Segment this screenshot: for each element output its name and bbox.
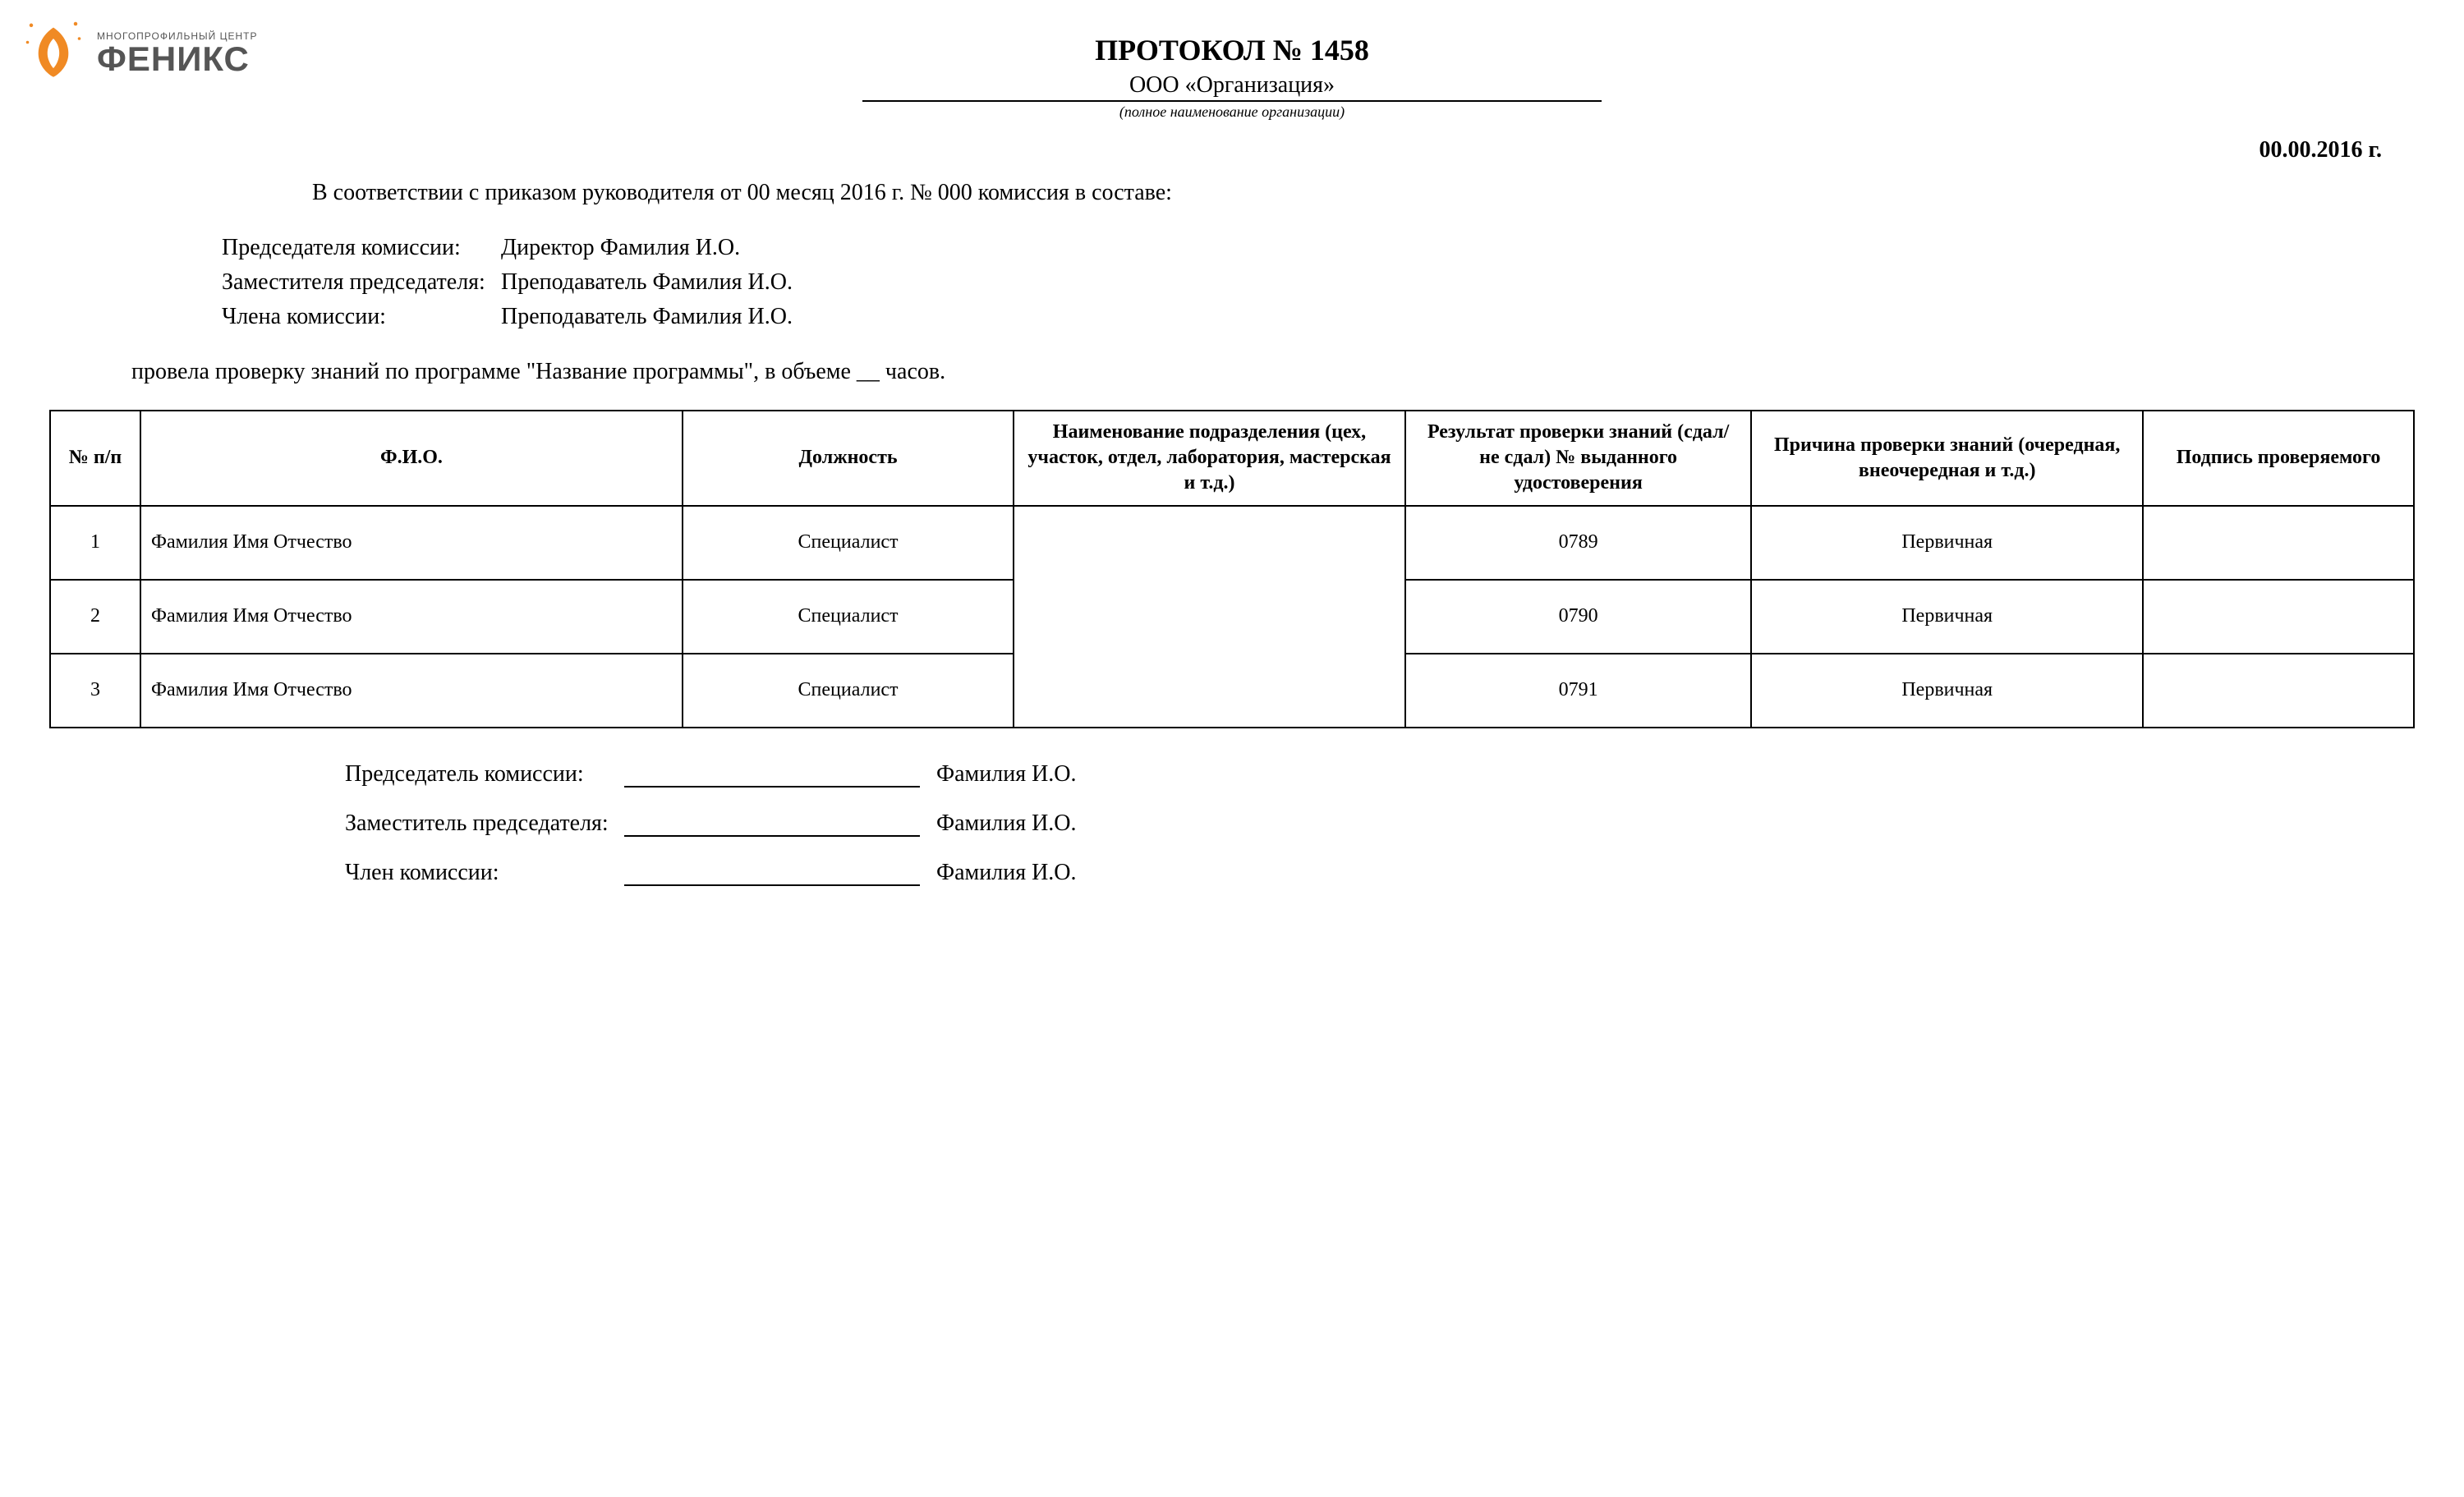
signature-name: Фамилия И.О. bbox=[936, 860, 1077, 886]
protocol-table: № п/п Ф.И.О. Должность Наименование подр… bbox=[49, 410, 2415, 728]
col-header-number: № п/п bbox=[50, 411, 140, 506]
role-row: Члена комиссии: Преподаватель Фамилия И.… bbox=[222, 300, 2415, 334]
intro-text: В соответствии с приказом руководителя о… bbox=[312, 180, 2415, 206]
role-label: Члена комиссии: bbox=[222, 300, 501, 334]
signature-line bbox=[624, 865, 920, 886]
col-header-result: Результат проверки знаний (сдал/ не сдал… bbox=[1405, 411, 1752, 506]
cell-signature bbox=[2143, 506, 2414, 580]
program-line: провела проверку знаний по программе "На… bbox=[131, 359, 2415, 385]
cell-signature bbox=[2143, 654, 2414, 728]
cell-result: 0789 bbox=[1405, 506, 1752, 580]
document-header: ПРОТОКОЛ № 1458 ООО «Организация» (полно… bbox=[49, 33, 2415, 121]
cell-department bbox=[1014, 506, 1405, 728]
cell-result: 0790 bbox=[1405, 580, 1752, 654]
document-date: 00.00.2016 г. bbox=[49, 137, 2382, 163]
role-row: Заместителя председателя: Преподаватель … bbox=[222, 265, 2415, 300]
logo-brand: ФЕНИКС bbox=[97, 42, 257, 76]
cell-fio: Фамилия Имя Отчество bbox=[140, 580, 683, 654]
organization-caption: (полное наименование организации) bbox=[49, 103, 2415, 121]
organization-name: ООО «Организация» bbox=[862, 72, 1602, 102]
cell-reason: Первичная bbox=[1751, 580, 2143, 654]
signature-row: Председатель комиссии: Фамилия И.О. bbox=[345, 761, 2415, 788]
role-value: Преподаватель Фамилия И.О. bbox=[501, 300, 793, 334]
signature-label: Председатель комиссии: bbox=[345, 761, 624, 788]
logo-block: МНОГОПРОФИЛЬНЫЙ ЦЕНТР ФЕНИКС bbox=[16, 16, 257, 90]
cell-fio: Фамилия Имя Отчество bbox=[140, 506, 683, 580]
cell-number: 3 bbox=[50, 654, 140, 728]
table-header-row: № п/п Ф.И.О. Должность Наименование подр… bbox=[50, 411, 2414, 506]
phoenix-logo-icon bbox=[16, 16, 90, 90]
col-header-reason: Причина проверки знаний (очередная, внео… bbox=[1751, 411, 2143, 506]
role-label: Председателя комиссии: bbox=[222, 231, 501, 265]
col-header-fio: Ф.И.О. bbox=[140, 411, 683, 506]
cell-number: 2 bbox=[50, 580, 140, 654]
commission-roles: Председателя комиссии: Директор Фамилия … bbox=[222, 231, 2415, 334]
col-header-department: Наименование подразделения (цех, участок… bbox=[1014, 411, 1405, 506]
cell-position: Специалист bbox=[683, 654, 1014, 728]
logo-text: МНОГОПРОФИЛЬНЫЙ ЦЕНТР ФЕНИКС bbox=[97, 30, 257, 76]
table-row: 1 Фамилия Имя Отчество Специалист 0789 П… bbox=[50, 506, 2414, 580]
signature-name: Фамилия И.О. bbox=[936, 810, 1077, 837]
col-header-position: Должность bbox=[683, 411, 1014, 506]
signature-line bbox=[624, 766, 920, 788]
role-label: Заместителя председателя: bbox=[222, 265, 501, 300]
cell-position: Специалист bbox=[683, 580, 1014, 654]
role-value: Преподаватель Фамилия И.О. bbox=[501, 265, 793, 300]
signature-line bbox=[624, 815, 920, 837]
signatures-block: Председатель комиссии: Фамилия И.О. Заме… bbox=[345, 761, 2415, 886]
cell-position: Специалист bbox=[683, 506, 1014, 580]
role-value: Директор Фамилия И.О. bbox=[501, 231, 740, 265]
signature-row: Заместитель председателя: Фамилия И.О. bbox=[345, 810, 2415, 837]
cell-signature bbox=[2143, 580, 2414, 654]
cell-number: 1 bbox=[50, 506, 140, 580]
cell-reason: Первичная bbox=[1751, 506, 2143, 580]
cell-fio: Фамилия Имя Отчество bbox=[140, 654, 683, 728]
cell-reason: Первичная bbox=[1751, 654, 2143, 728]
cell-result: 0791 bbox=[1405, 654, 1752, 728]
protocol-title: ПРОТОКОЛ № 1458 bbox=[49, 33, 2415, 67]
signature-label: Заместитель председателя: bbox=[345, 810, 624, 837]
signature-label: Член комиссии: bbox=[345, 860, 624, 886]
signature-row: Член комиссии: Фамилия И.О. bbox=[345, 860, 2415, 886]
role-row: Председателя комиссии: Директор Фамилия … bbox=[222, 231, 2415, 265]
col-header-signature: Подпись проверяемого bbox=[2143, 411, 2414, 506]
signature-name: Фамилия И.О. bbox=[936, 761, 1077, 788]
